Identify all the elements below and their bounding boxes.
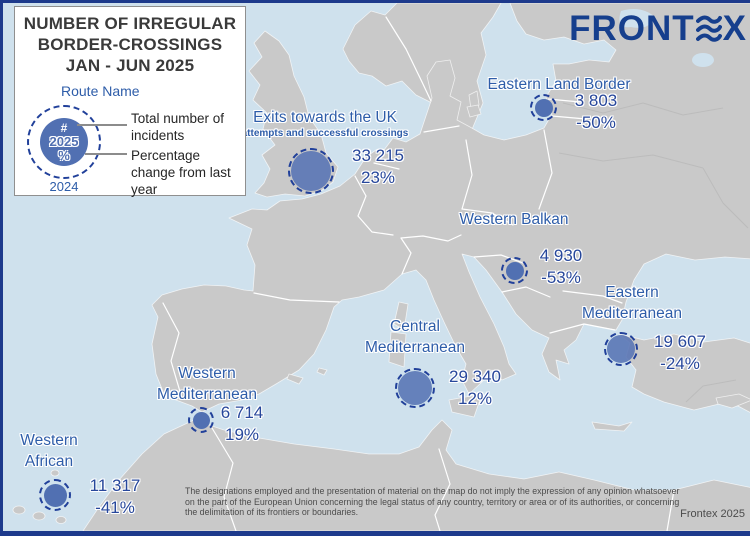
legend-symbol-year-2024: 2024 — [49, 179, 79, 194]
faint-borders — [558, 102, 749, 403]
legend-symbol-percent: % — [58, 147, 70, 163]
land-zealand — [466, 104, 482, 118]
legend-symbol-year-2025: 2025 — [49, 133, 79, 149]
land-corsica — [393, 301, 409, 331]
title-line-2: BORDER-CROSSINGS — [37, 35, 223, 54]
land-canary-1 — [12, 505, 26, 515]
legend-symbol-outer-circle: # 2025 % — [27, 105, 101, 179]
land-crete — [591, 421, 633, 432]
europe-map — [3, 3, 750, 531]
title-line-3: JAN - JUN 2025 — [65, 56, 195, 75]
map-disclaimer: The designations employed and the presen… — [185, 486, 705, 518]
frontex-logo: FRONT X — [569, 9, 747, 49]
lake-ladoga — [692, 53, 714, 67]
land-north-africa — [82, 419, 750, 531]
land-madeira — [50, 469, 60, 477]
land-balearic-1 — [286, 373, 304, 385]
land-canary-3 — [55, 516, 67, 524]
legend-route-name-label: Route Name — [61, 83, 140, 99]
disclaimer-line-2: on the part of the European Union concer… — [185, 496, 680, 507]
land-sicily — [448, 393, 483, 418]
page-title: NUMBER OF IRREGULAR BORDER-CROSSINGS JAN… — [15, 13, 245, 76]
logo-text-front: FRONT — [569, 9, 695, 48]
legend-connector-total — [77, 124, 127, 126]
land-sardinia — [388, 331, 407, 368]
title-line-1: NUMBER OF IRREGULAR — [23, 14, 237, 33]
sea-white-sea — [619, 9, 655, 28]
land-gotland — [468, 90, 480, 110]
legend-connector-percent — [85, 153, 127, 155]
frontex-credit: Frontex 2025 — [680, 508, 745, 520]
disclaimer-line-3: the delimitation of its frontiers or bou… — [185, 507, 359, 517]
legend-panel: NUMBER OF IRREGULAR BORDER-CROSSINGS JAN… — [14, 6, 246, 197]
country-borders — [162, 16, 675, 531]
logo-wave-e-icon — [695, 15, 722, 42]
land-cyprus — [715, 393, 750, 409]
legend-percent-caption: Percentage change from last year — [131, 148, 231, 197]
land-balearic-2 — [316, 367, 328, 376]
legend-symbol-inner-circle: # 2025 % — [40, 118, 88, 166]
legend-symbol-hash: # — [60, 120, 68, 135]
land-canary-2 — [32, 511, 46, 521]
logo-text-x: X — [722, 9, 747, 48]
legend-total-caption: Total number of incidents — [131, 111, 225, 143]
disclaimer-line-1: The designations employed and the presen… — [185, 486, 680, 496]
